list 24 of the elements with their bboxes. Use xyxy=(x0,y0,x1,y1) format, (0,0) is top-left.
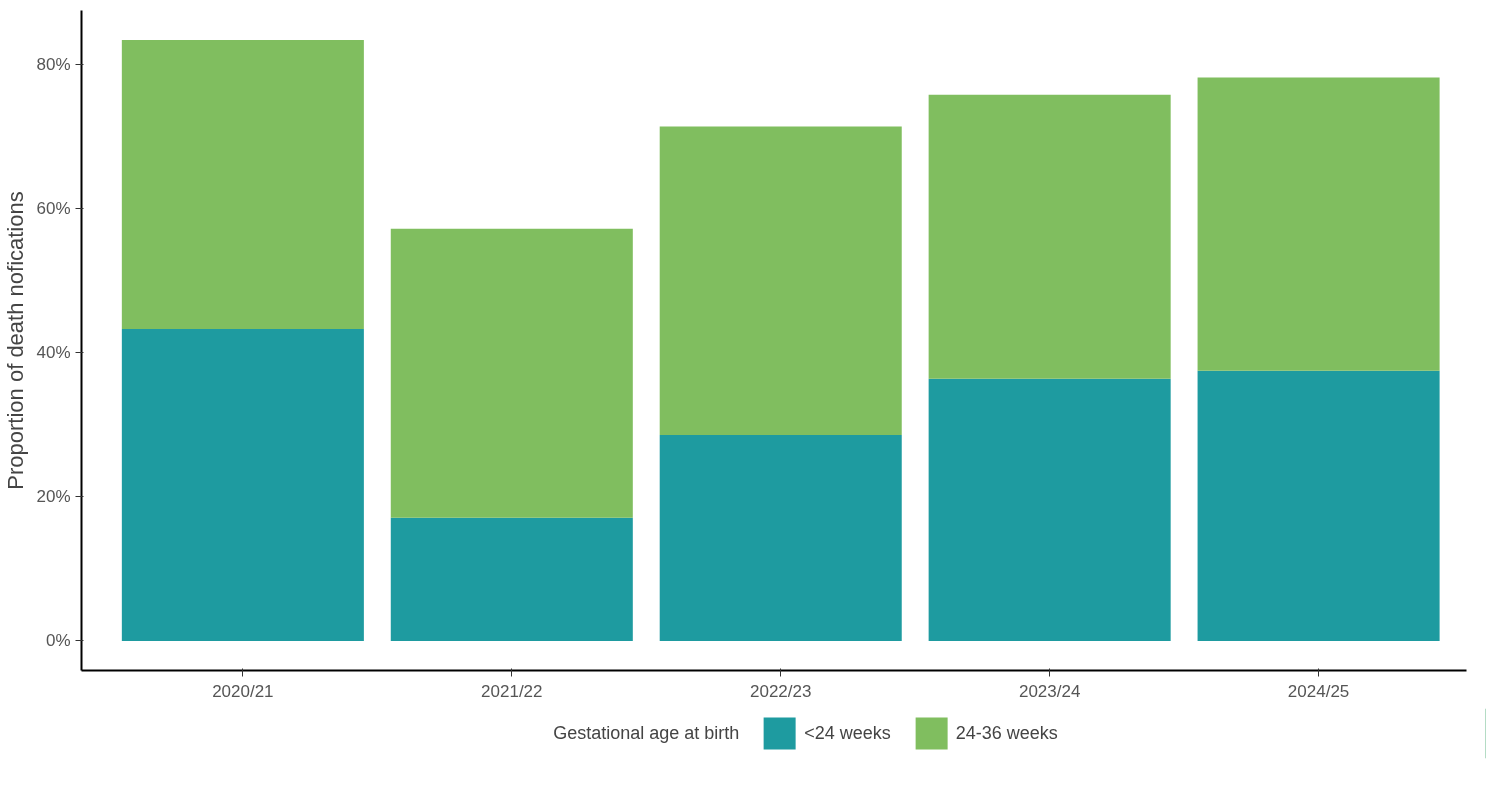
bar xyxy=(121,40,364,329)
y-tick-label: 0% xyxy=(45,631,71,651)
y-tick-label: 20% xyxy=(36,487,71,507)
bar xyxy=(121,328,364,641)
bar xyxy=(659,434,902,641)
x-tick-label: 2021/22 xyxy=(481,681,543,701)
bar xyxy=(390,517,633,641)
y-tick-label: 60% xyxy=(36,199,71,219)
y-tick-label: 40% xyxy=(36,343,71,363)
bar xyxy=(390,228,633,518)
x-tick-label: 2022/23 xyxy=(750,681,812,701)
bar xyxy=(1197,370,1440,641)
bar xyxy=(1197,77,1440,371)
legend-label: 24-36 weeks xyxy=(955,722,1058,744)
x-tick-label: 2020/21 xyxy=(212,681,274,701)
bar xyxy=(928,378,1171,641)
legend-label: <24 weeks xyxy=(804,722,891,744)
bar xyxy=(928,94,1171,379)
x-tick-label: 2024/25 xyxy=(1287,681,1350,701)
y-axis-title: Proportion of death nofications xyxy=(3,191,29,490)
x-tick-label: 2023/24 xyxy=(1018,681,1081,701)
bar xyxy=(659,126,902,435)
legend-title: Gestational age at birth xyxy=(553,722,740,744)
y-tick-label: 80% xyxy=(36,55,71,75)
